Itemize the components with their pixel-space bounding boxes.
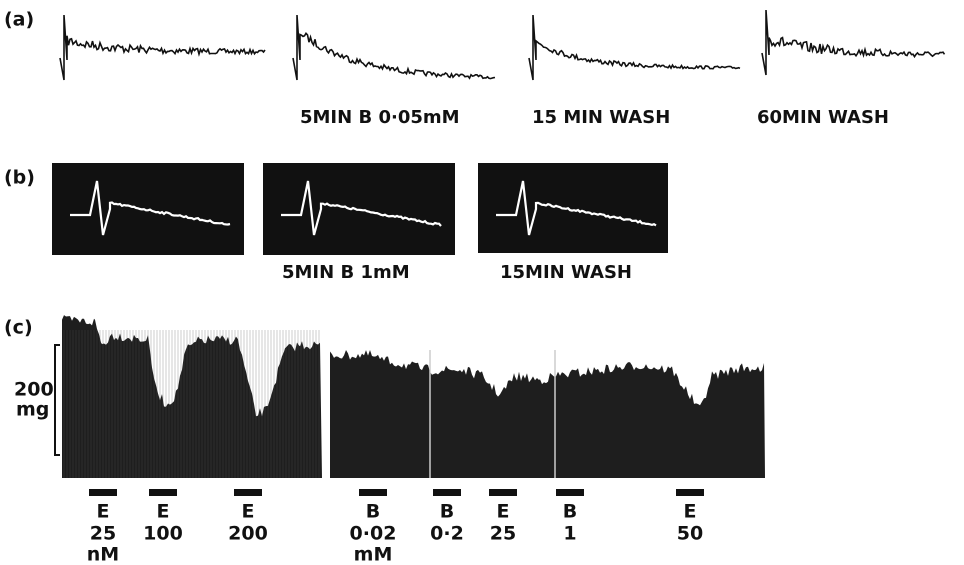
dose: 0·02 [350, 523, 397, 545]
scale-bar [55, 345, 60, 455]
drug-bar [359, 489, 387, 496]
scale-label: mg [16, 399, 49, 421]
dose: 100 [143, 523, 183, 545]
dose: 0·2 [430, 523, 464, 545]
drug: E [97, 501, 110, 523]
drug: E [242, 501, 255, 523]
dose: 1 [563, 523, 576, 545]
drug-bar [89, 489, 117, 496]
drug: E [497, 501, 510, 523]
drug: B [440, 501, 454, 523]
caption: 15MIN WASH [500, 262, 632, 283]
drug-bar [556, 489, 584, 496]
dose: 200 [228, 523, 268, 545]
caption: 5MIN B 1mM [282, 262, 410, 283]
drug-bar [433, 489, 461, 496]
record [330, 350, 765, 478]
caption: 5MIN B 0·05mM [300, 107, 460, 128]
drug: B [366, 501, 380, 523]
drug-bar [676, 489, 704, 496]
figure: (a) 5MIN B 0·05mM 15 MIN WASH 60MIN WASH… [0, 0, 964, 565]
caption: 60MIN WASH [757, 107, 889, 128]
caption: 15 MIN WASH [532, 107, 670, 128]
panel-label: (b) [4, 167, 35, 189]
drug-bar [149, 489, 177, 496]
drug: E [157, 501, 170, 523]
drug-bar [489, 489, 517, 496]
dose: 50 [677, 523, 703, 545]
unit: mM [354, 544, 393, 565]
trace [529, 15, 740, 80]
drug-bar [234, 489, 262, 496]
scope-screen [52, 163, 244, 255]
trace [293, 15, 495, 80]
trace [60, 15, 265, 80]
dose: 25 [90, 523, 116, 545]
trace [762, 10, 945, 75]
drug: E [684, 501, 697, 523]
drug: B [563, 501, 577, 523]
dose: 25 [490, 523, 516, 545]
scope-screen [478, 163, 668, 253]
panel-label: (a) [4, 9, 34, 31]
panel-label: (c) [4, 317, 33, 339]
scale-label: 200 [14, 379, 54, 401]
unit: nM [87, 544, 119, 565]
